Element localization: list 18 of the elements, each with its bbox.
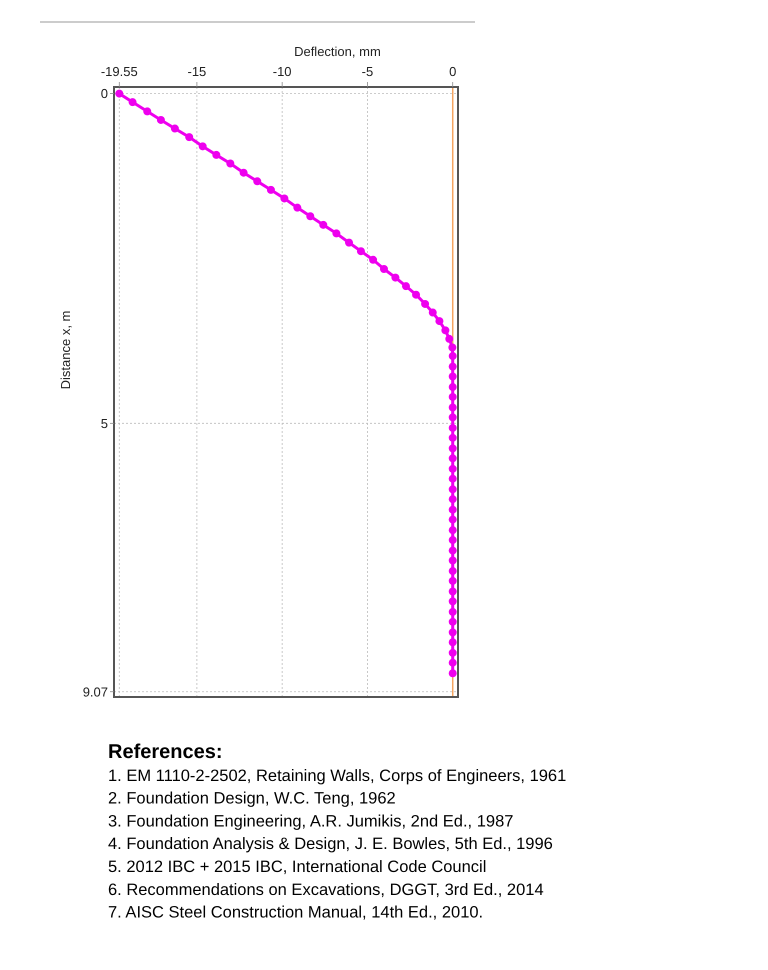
text: 3. Foundation Engineering, A.R. Jumikis, 2nd Ed., 1987 <box>108 812 514 830</box>
y-tick-label: 0 <box>100 86 108 102</box>
text: 1. EM 1110-2-2502, Retaining Walls, Corps of Engineers, 1961 <box>108 766 566 785</box>
text: 4. Foundation Analysis & Design, J. E. Bowles, 5th Ed., 1996 <box>108 835 553 854</box>
text: 7. AISC Steel Construction Manual, 14th Ed., 2010. <box>108 904 484 922</box>
text: References: <box>108 741 223 763</box>
x-tick-label: 0 <box>449 64 456 79</box>
x-tick-label: -15 <box>187 64 206 79</box>
x-tick-label: -10 <box>272 64 292 79</box>
y-tick-label: 5 <box>100 416 108 431</box>
y-tick-label: 9.07 <box>82 684 108 700</box>
x-tick-label: -5 <box>362 64 374 79</box>
text: 6. Recommendations on Excavations, DGGT, 3rd Ed., 2014 <box>108 880 544 899</box>
x-tick-label: -19.55 <box>100 64 138 79</box>
text: 5. 2012 IBC + 2015 IBC, International Code Council <box>108 858 486 876</box>
y-axis-title: Distance x, m <box>58 310 73 390</box>
text: 2. Foundation Design, W.C. Teng, 1962 <box>108 790 396 808</box>
x-axis-title: Deflection, mm <box>294 44 381 59</box>
